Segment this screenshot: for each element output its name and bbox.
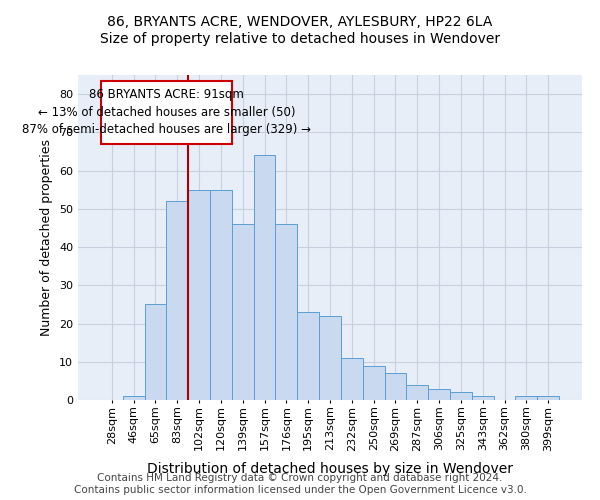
- Bar: [537, 396, 559, 400]
- Text: Size of property relative to detached houses in Wendover: Size of property relative to detached ho…: [100, 32, 500, 46]
- Bar: [254, 156, 275, 400]
- Bar: [188, 190, 210, 400]
- Bar: [515, 396, 537, 400]
- Bar: [319, 316, 341, 400]
- Text: 87% of semi-detached houses are larger (329) →: 87% of semi-detached houses are larger (…: [22, 124, 311, 136]
- Text: ← 13% of detached houses are smaller (50): ← 13% of detached houses are smaller (50…: [38, 106, 295, 119]
- Bar: [166, 201, 188, 400]
- Bar: [341, 358, 363, 400]
- Bar: [363, 366, 385, 400]
- Bar: [428, 388, 450, 400]
- Text: 86 BRYANTS ACRE: 91sqm: 86 BRYANTS ACRE: 91sqm: [89, 88, 244, 101]
- Bar: [275, 224, 297, 400]
- Bar: [232, 224, 254, 400]
- Bar: [406, 384, 428, 400]
- Bar: [101, 80, 232, 144]
- Text: Contains HM Land Registry data © Crown copyright and database right 2024.
Contai: Contains HM Land Registry data © Crown c…: [74, 474, 526, 495]
- Bar: [123, 396, 145, 400]
- X-axis label: Distribution of detached houses by size in Wendover: Distribution of detached houses by size …: [147, 462, 513, 476]
- Y-axis label: Number of detached properties: Number of detached properties: [40, 139, 53, 336]
- Bar: [297, 312, 319, 400]
- Bar: [210, 190, 232, 400]
- Bar: [145, 304, 166, 400]
- Bar: [385, 373, 406, 400]
- Bar: [450, 392, 472, 400]
- Bar: [472, 396, 494, 400]
- Text: 86, BRYANTS ACRE, WENDOVER, AYLESBURY, HP22 6LA: 86, BRYANTS ACRE, WENDOVER, AYLESBURY, H…: [107, 15, 493, 29]
